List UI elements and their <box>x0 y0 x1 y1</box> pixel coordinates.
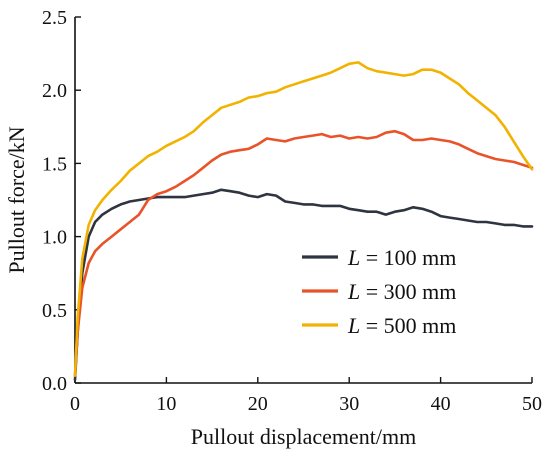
y-tick-label: 2.0 <box>42 80 67 102</box>
legend: L = 100 mmL = 300 mmL = 500 mm <box>302 245 456 338</box>
x-tick-label: 20 <box>248 393 268 415</box>
x-axis-title: Pullout displacement/mm <box>191 424 416 449</box>
plot-area <box>74 17 532 384</box>
series-line <box>73 129 534 378</box>
legend-symbol: L <box>347 313 360 338</box>
x-tick-label: 50 <box>522 393 542 415</box>
legend-value: = 300 mm <box>360 279 456 304</box>
y-tick-label: 1.5 <box>42 153 67 175</box>
y-axis-ticks: 0.0 0.5 1.0 1.5 2.0 2.5 <box>42 7 81 395</box>
x-tick-label: 40 <box>431 393 451 415</box>
legend-label: L = 100 mm <box>347 245 456 270</box>
x-axis-ticks: 0 10 20 30 40 50 <box>70 377 542 415</box>
series-line <box>73 188 534 382</box>
y-tick-label: 0.5 <box>42 300 67 322</box>
series-line <box>73 61 534 378</box>
legend-value: = 100 mm <box>360 245 456 270</box>
legend-value: = 500 mm <box>360 313 456 338</box>
y-tick-label: 2.5 <box>42 7 67 29</box>
legend-label: L = 300 mm <box>347 279 456 304</box>
x-tick-label: 30 <box>339 393 359 415</box>
legend-label: L = 500 mm <box>347 313 456 338</box>
y-tick-label: 1.0 <box>42 227 67 249</box>
x-tick-label: 0 <box>70 393 80 415</box>
y-tick-label: 0.0 <box>42 373 67 395</box>
legend-symbol: L <box>347 245 360 270</box>
y-axis-title: Pullout force/kN <box>4 126 29 273</box>
series-lines <box>73 61 534 382</box>
legend-symbol: L <box>347 279 360 304</box>
x-tick-label: 10 <box>156 393 176 415</box>
